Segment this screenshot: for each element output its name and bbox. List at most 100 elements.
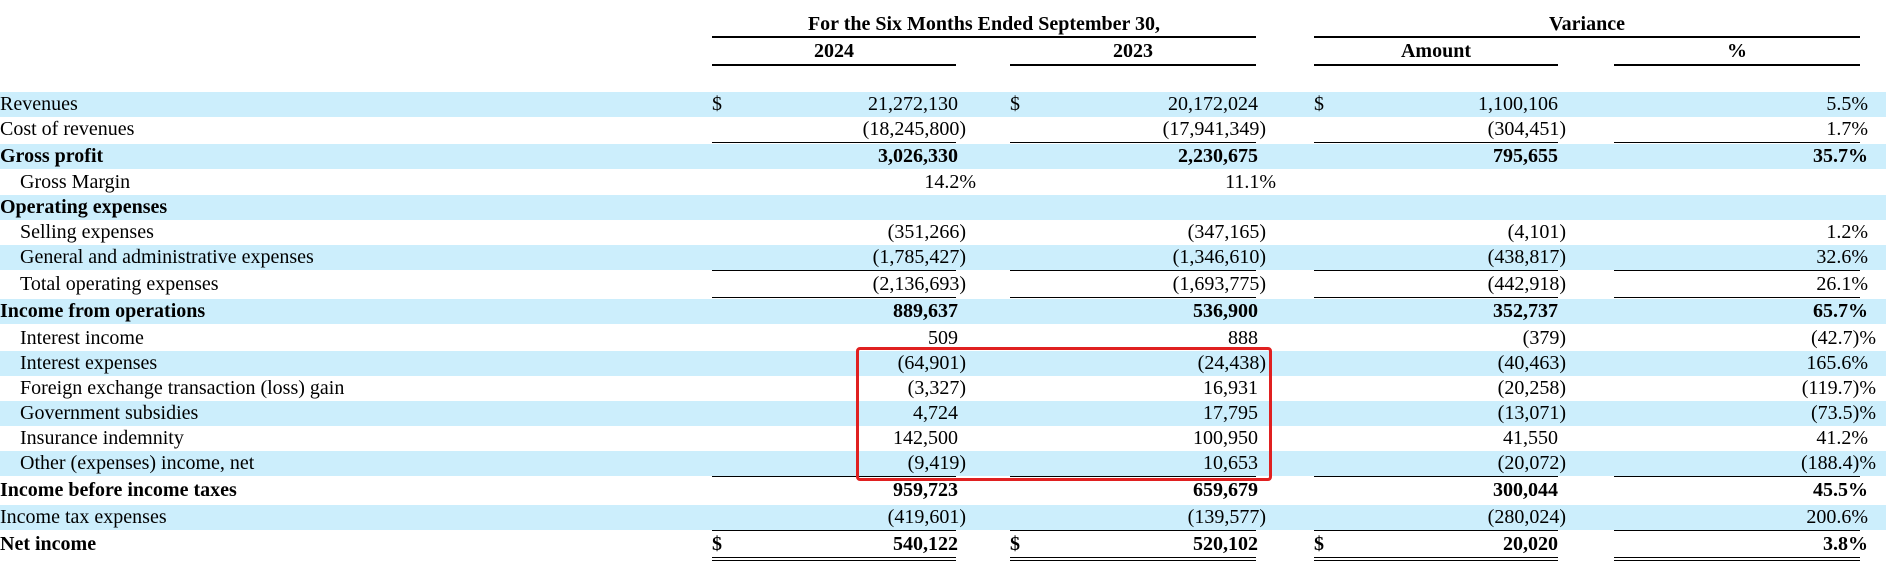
table-row: Operating expenses [0,195,1886,220]
cell-v2024: (9,419) [907,452,966,474]
cell-v2023: 659,679 [1193,479,1258,501]
cell-pct: 45.5% [1813,479,1868,501]
row-label-total-operating-expenses: Total operating expenses [20,273,219,295]
cell-pct: (188.4)% [1801,452,1876,474]
subtotal-rule [1010,530,1256,531]
table-row: Other (expenses) income, net (9,419) 10,65… [0,451,1886,476]
currency-symbol: $ [1010,533,1020,555]
cell-amount: 41,550 [1503,427,1558,449]
cell-pct: (42.7)% [1811,327,1876,349]
row-label-interest-income: Interest income [20,327,144,349]
subtotal-rule [1010,297,1256,298]
cell-v2023: 16,931 [1203,377,1258,399]
cell-amount: (13,071) [1497,402,1566,424]
table-row: Revenues $21,272,130 $20,172,024 $1,100,106… [0,92,1886,117]
cell-v2024: (64,901) [897,352,966,374]
cell-v2024: (2,136,693) [872,273,966,295]
table-row: Government subsidies 4,724 17,795 (13,071) (… [0,401,1886,426]
cell-pct: 26.1% [1816,273,1868,295]
cell-v2024: 21,272,130 [868,93,958,115]
cell-v2024: 509 [928,327,958,349]
variance-header-rule [1314,36,1860,38]
cell-v2023: (347,165) [1187,221,1266,243]
cell-pct: 1.7% [1826,118,1868,140]
row-label-income-tax-expenses: Income tax expenses [0,506,167,528]
table-row: Net income $540,122 $520,102 $20,020 3.8% [0,532,1886,557]
subtotal-rule [1614,297,1860,298]
table-row: Interest expenses (64,901) (24,438) (40,463… [0,351,1886,376]
table-row: Selling expenses (351,266) (347,165) (4,101… [0,220,1886,245]
period-header-rule [712,36,1256,38]
subtotal-rule [1614,142,1860,143]
cell-v2024: 540,122 [893,533,958,555]
cell-amount: 1,100,106 [1478,93,1558,115]
row-label-operating-expenses: Operating expenses [0,196,168,218]
cell-v2024: 142,500 [893,427,958,449]
subtotal-rule [1614,270,1860,271]
subtotal-rule [1314,270,1558,271]
subtotal-rule [712,476,956,477]
cell-amount: 20,020 [1503,533,1558,555]
cell-v2024: (1,785,427) [872,246,966,268]
row-label-selling-expenses: Selling expenses [20,221,154,243]
table-row: Gross profit 3,026,330 2,230,675 795,655 35.… [0,144,1886,169]
row-label-interest-expenses: Interest expenses [20,352,158,374]
cell-amount: (280,024) [1487,506,1566,528]
subtotal-rule [1010,142,1256,143]
subtotal-rule [1010,476,1256,477]
row-label-other-expenses-income-net: Other (expenses) income, net [20,452,255,474]
subtotal-rule [712,142,956,143]
row-label-income-from-operations: Income from operations [0,300,206,322]
subtotal-rule [712,270,956,271]
total-double-rule [712,557,956,561]
subtotal-rule [1614,476,1860,477]
table-row: Interest income 509 888 (379) (42.7)% [0,326,1886,351]
subtotal-rule [1314,476,1558,477]
cell-v2023: 11.1% [1225,171,1276,193]
cell-v2024: 14.2% [924,171,976,193]
cell-v2024: (18,245,800) [862,118,966,140]
col-amount-header: Amount [1400,40,1471,62]
row-label-net-income: Net income [0,533,97,555]
total-double-rule [1314,557,1558,561]
cell-v2023: (1,346,610) [1172,246,1266,268]
row-label-general-and-administrative-expenses: General and administrative expenses [20,246,314,268]
cell-v2023: (1,693,775) [1172,273,1266,295]
row-label-gross-margin: Gross Margin [20,171,131,193]
col-2023-header: 2023 [1113,40,1153,62]
table-row: Gross Margin 14.2% 11.1% [0,170,1886,195]
row-label-cost-of-revenues: Cost of revenues [0,118,135,140]
row-label-foreign-exchange-transaction-loss-gain: Foreign exchange transaction (loss) gain [20,377,345,399]
currency-symbol: $ [712,533,722,555]
period-header: For the Six Months Ended September 30, [807,13,1161,35]
subtotal-rule [1614,530,1860,531]
row-label-government-subsidies: Government subsidies [20,402,199,424]
cell-amount: 352,737 [1493,300,1558,322]
cell-amount: (304,451) [1487,118,1566,140]
cell-pct: 65.7% [1813,300,1868,322]
cell-pct: 32.6% [1816,246,1868,268]
cell-v2024: 889,637 [893,300,958,322]
cell-amount: (20,072) [1497,452,1566,474]
cell-amount: 300,044 [1493,479,1558,501]
cell-v2023: 20,172,024 [1168,93,1258,115]
cell-v2023: 10,653 [1203,452,1258,474]
cell-amount: (438,817) [1487,246,1566,268]
cell-pct: 5.5% [1826,93,1868,115]
table-row: Cost of revenues (18,245,800) (17,941,349)… [0,117,1886,142]
cell-v2023: 17,795 [1203,402,1258,424]
row-label-revenues: Revenues [0,93,78,115]
cell-v2024: (3,327) [907,377,966,399]
variance-header: Variance [1549,13,1625,35]
cell-amount: 795,655 [1493,145,1558,167]
cell-v2023: 100,950 [1193,427,1258,449]
cell-v2024: 4,724 [913,402,958,424]
subtotal-rule [1314,142,1558,143]
col-header-rule-pct [1614,64,1860,66]
subtotal-rule [1314,297,1558,298]
cell-pct: 41.2% [1816,427,1868,449]
table-row: Foreign exchange transaction (loss) gain… [0,376,1886,401]
col-pct-header: % [1727,40,1747,62]
table-row: Total operating expenses (2,136,693) (1,69… [0,272,1886,297]
